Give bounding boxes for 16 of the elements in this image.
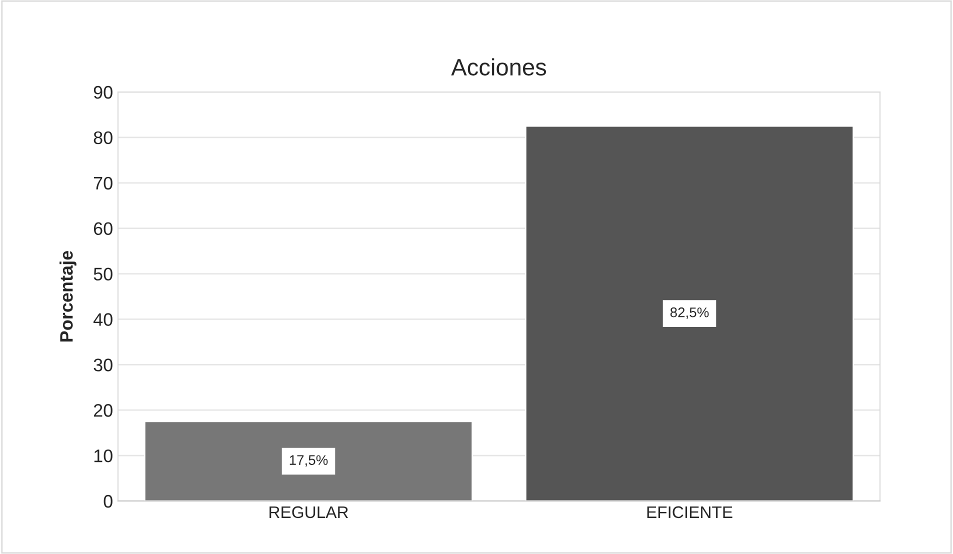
y-tick-label: 70 xyxy=(94,176,112,190)
data-label: 17,5% xyxy=(290,455,328,467)
y-tick-label: 80 xyxy=(94,131,112,144)
x-tick-label: EFICIENTE xyxy=(647,506,732,518)
y-tick-label: 40 xyxy=(93,313,112,326)
y-tick-label: 50 xyxy=(94,268,112,280)
y-tick-label: 90 xyxy=(94,86,112,99)
data-label: 82,5% xyxy=(670,307,709,319)
x-tick-label: REGULAR xyxy=(270,506,348,518)
y-tick-label: 0 xyxy=(104,494,112,508)
y-tick-label: 30 xyxy=(94,358,112,372)
y-tick-label: 20 xyxy=(94,404,112,417)
y-tick-label: 60 xyxy=(94,222,112,236)
y-tick-label: 10 xyxy=(94,449,112,462)
chart-title: Acciones xyxy=(451,58,546,76)
y-axis-title: Porcentaje xyxy=(60,250,76,342)
